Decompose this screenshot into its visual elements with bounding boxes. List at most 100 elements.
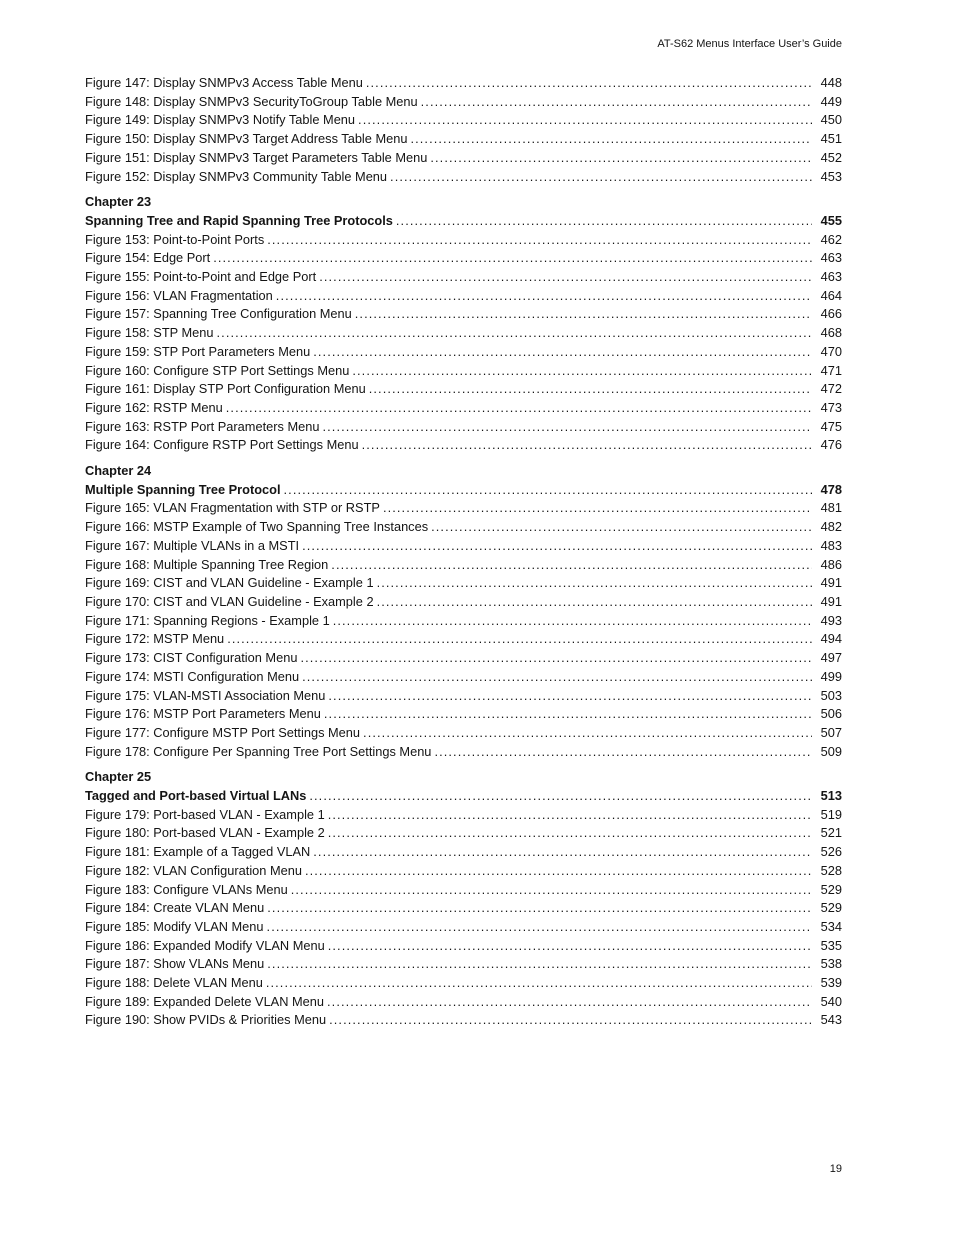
figure-entry[interactable]: Figure 173: CIST Configuration Menu 497: [85, 649, 842, 668]
dot-leader: [383, 499, 812, 518]
chapter-title-entry[interactable]: Spanning Tree and Rapid Spanning Tree Pr…: [85, 212, 842, 231]
figure-entry[interactable]: Figure 157: Spanning Tree Configuration …: [85, 305, 842, 324]
figure-entry[interactable]: Figure 165: VLAN Fragmentation with STP …: [85, 499, 842, 518]
dot-leader: [266, 974, 812, 993]
figure-entry[interactable]: Figure 188: Delete VLAN Menu 539: [85, 974, 842, 993]
figure-entry[interactable]: Figure 168: Multiple Spanning Tree Regio…: [85, 556, 842, 575]
dot-leader: [390, 168, 812, 187]
figure-label: Figure 179: Port-based VLAN - Example 1: [85, 806, 325, 822]
figure-entry[interactable]: Figure 159: STP Port Parameters Menu 470: [85, 343, 842, 362]
figure-entry[interactable]: Figure 149: Display SNMPv3 Notify Table …: [85, 111, 842, 130]
figure-entry[interactable]: Figure 183: Configure VLANs Menu 529: [85, 881, 842, 900]
figure-page-number: 472: [820, 381, 842, 397]
figure-entry[interactable]: Figure 180: Port-based VLAN - Example 2 …: [85, 824, 842, 843]
figure-entry[interactable]: Figure 185: Modify VLAN Menu 534: [85, 918, 842, 937]
figure-page-number: 507: [820, 724, 842, 740]
figure-label: Figure 147: Display SNMPv3 Access Table …: [85, 75, 363, 90]
figure-label: Figure 160: Configure STP Port Settings …: [85, 362, 350, 378]
chapter-label-row[interactable]: Chapter 23: [85, 193, 842, 212]
figure-entry[interactable]: Figure 150: Display SNMPv3 Target Addres…: [85, 130, 842, 149]
figure-page-number: 529: [820, 881, 842, 897]
dot-leader: [396, 212, 812, 231]
figure-entry[interactable]: Figure 161: Display STP Port Configurati…: [85, 380, 842, 399]
figure-page-number: 481: [820, 500, 842, 516]
figure-entry[interactable]: Figure 155: Point-to-Point and Edge Port…: [85, 268, 842, 287]
figure-label: Figure 157: Spanning Tree Configuration …: [85, 306, 352, 322]
chapter-label-row[interactable]: Chapter 25: [85, 768, 842, 787]
figure-label: Figure 161: Display STP Port Configurati…: [85, 381, 366, 397]
figure-entry[interactable]: Figure 189: Expanded Delete VLAN Menu 54…: [85, 993, 842, 1012]
figure-entry[interactable]: Figure 172: MSTP Menu 494: [85, 630, 842, 649]
figure-page-number: 470: [820, 343, 842, 359]
figure-entry[interactable]: Figure 156: VLAN Fragmentation 464: [85, 287, 842, 306]
figure-entry[interactable]: Figure 153: Point-to-Point Ports 462: [85, 231, 842, 250]
dot-leader: [267, 899, 812, 918]
figure-page-number: 471: [820, 362, 842, 378]
dot-leader: [363, 724, 812, 743]
dot-leader: [284, 481, 812, 500]
figure-label: Figure 185: Modify VLAN Menu: [85, 918, 264, 934]
figure-entry[interactable]: Figure 170: CIST and VLAN Guideline - Ex…: [85, 593, 842, 612]
dot-leader: [358, 111, 812, 130]
figure-label: Figure 188: Delete VLAN Menu: [85, 975, 263, 991]
figure-entry[interactable]: Figure 181: Example of a Tagged VLAN 526: [85, 843, 842, 862]
figure-label: Figure 169: CIST and VLAN Guideline - Ex…: [85, 575, 374, 591]
figure-entry[interactable]: Figure 190: Show PVIDs & Priorities Menu…: [85, 1011, 842, 1030]
chapter-title-text: Tagged and Port-based Virtual LANs: [85, 788, 307, 804]
figure-entry[interactable]: Figure 148: Display SNMPv3 SecurityToGro…: [85, 93, 842, 112]
figure-entry[interactable]: Figure 147: Display SNMPv3 Access Table …: [85, 74, 842, 93]
figure-page-number: 506: [820, 706, 842, 722]
figure-label: Figure 156: VLAN Fragmentation: [85, 287, 273, 303]
chapter-label-row[interactable]: Chapter 24: [85, 462, 842, 481]
chapter-title-entry[interactable]: Multiple Spanning Tree Protocol 478: [85, 481, 842, 500]
figure-page-number: 453: [820, 168, 842, 184]
figure-entry[interactable]: Figure 154: Edge Port 463: [85, 249, 842, 268]
dot-leader: [355, 305, 812, 324]
dot-leader: [309, 787, 812, 806]
figure-entry[interactable]: Figure 158: STP Menu 468: [85, 324, 842, 343]
figure-page-number: 476: [820, 437, 842, 453]
figure-label: Figure 177: Configure MSTP Port Settings…: [85, 724, 361, 740]
figure-entry[interactable]: Figure 187: Show VLANs Menu 538: [85, 955, 842, 974]
figure-label: Figure 171: Spanning Regions - Example 1: [85, 612, 330, 628]
dot-leader: [322, 418, 812, 437]
figure-entry[interactable]: Figure 162: RSTP Menu 473: [85, 399, 842, 418]
figure-label: Figure 182: VLAN Configuration Menu: [85, 862, 302, 878]
figure-page-number: 483: [820, 537, 842, 553]
chapter-title-entry[interactable]: Tagged and Port-based Virtual LANs 513: [85, 787, 842, 806]
figure-entry[interactable]: Figure 176: MSTP Port Parameters Menu 50…: [85, 705, 842, 724]
figure-page-number: 464: [820, 287, 842, 303]
dot-leader: [226, 399, 812, 418]
dot-leader: [329, 1011, 812, 1030]
figure-entry[interactable]: Figure 182: VLAN Configuration Menu 528: [85, 862, 842, 881]
dot-leader: [305, 862, 812, 881]
figure-entry[interactable]: Figure 152: Display SNMPv3 Community Tab…: [85, 168, 842, 187]
figure-label: Figure 150: Display SNMPv3 Target Addres…: [85, 131, 408, 147]
dot-leader: [302, 668, 812, 687]
figure-entry[interactable]: Figure 175: VLAN-MSTI Association Menu 5…: [85, 687, 842, 706]
figure-entry[interactable]: Figure 164: Configure RSTP Port Settings…: [85, 436, 842, 455]
figure-entry[interactable]: Figure 186: Expanded Modify VLAN Menu 53…: [85, 937, 842, 956]
figure-entry[interactable]: Figure 178: Configure Per Spanning Tree …: [85, 743, 842, 762]
figure-entry[interactable]: Figure 171: Spanning Regions - Example 1…: [85, 612, 842, 631]
figure-label: Figure 166: MSTP Example of Two Spanning…: [85, 519, 429, 535]
figure-entry[interactable]: Figure 174: MSTI Configuration Menu 499: [85, 668, 842, 687]
figure-entry[interactable]: Figure 166: MSTP Example of Two Spanning…: [85, 518, 842, 537]
dot-leader: [267, 918, 812, 937]
figure-page-number: 473: [820, 399, 842, 415]
figure-entry[interactable]: Figure 179: Port-based VLAN - Example 1 …: [85, 806, 842, 825]
dot-leader: [217, 324, 812, 343]
figure-entry[interactable]: Figure 169: CIST and VLAN Guideline - Ex…: [85, 574, 842, 593]
figure-page-number: 543: [820, 1012, 842, 1028]
figure-label: Figure 154: Edge Port: [85, 250, 211, 266]
figure-page-number: 448: [820, 75, 842, 90]
figure-entry[interactable]: Figure 163: RSTP Port Parameters Menu 47…: [85, 418, 842, 437]
figure-page-number: 475: [820, 418, 842, 434]
figure-entry[interactable]: Figure 151: Display SNMPv3 Target Parame…: [85, 149, 842, 168]
figure-page-number: 452: [820, 149, 842, 165]
figure-entry[interactable]: Figure 184: Create VLAN Menu 529: [85, 899, 842, 918]
figure-entry[interactable]: Figure 167: Multiple VLANs in a MSTI 483: [85, 537, 842, 556]
figure-page-number: 526: [820, 844, 842, 860]
figure-entry[interactable]: Figure 177: Configure MSTP Port Settings…: [85, 724, 842, 743]
figure-entry[interactable]: Figure 160: Configure STP Port Settings …: [85, 362, 842, 381]
